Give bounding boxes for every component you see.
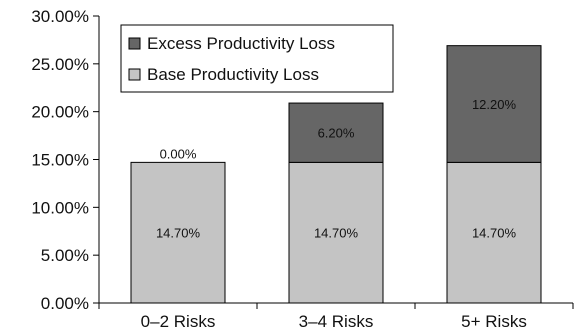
- legend-swatch: [128, 37, 141, 50]
- y-tick-label: 10.00%: [31, 198, 89, 217]
- y-tick-label: 0.00%: [41, 294, 89, 313]
- y-tick-label: 30.00%: [31, 7, 89, 26]
- y-tick-label: 5.00%: [41, 246, 89, 265]
- y-tick-label: 15.00%: [31, 151, 89, 170]
- data-label-base: 14.70%: [472, 226, 517, 241]
- x-category-label: 0–2 Risks: [141, 312, 216, 331]
- y-tick-label: 20.00%: [31, 103, 89, 122]
- data-label-excess: 0.00%: [160, 146, 197, 161]
- legend-swatch: [128, 68, 141, 81]
- legend-label: Excess Productivity Loss: [147, 34, 335, 53]
- y-tick-label: 25.00%: [31, 55, 89, 74]
- bar-excess-productivity-loss: [446, 45, 542, 163]
- data-label-base: 14.70%: [314, 226, 359, 241]
- data-label-excess: 12.20%: [472, 97, 517, 112]
- bar-base-productivity-loss: [130, 161, 226, 304]
- legend-label: Base Productivity Loss: [147, 65, 319, 84]
- legend-box: [120, 24, 394, 93]
- bar-excess-productivity-loss: [288, 102, 384, 163]
- bar-base-productivity-loss: [446, 161, 542, 304]
- data-label-excess: 6.20%: [318, 126, 355, 141]
- x-category-label: 3–4 Risks: [299, 312, 374, 331]
- data-label-base: 14.70%: [156, 226, 201, 241]
- bar-base-productivity-loss: [288, 161, 384, 304]
- x-category-label: 5+ Risks: [461, 312, 527, 331]
